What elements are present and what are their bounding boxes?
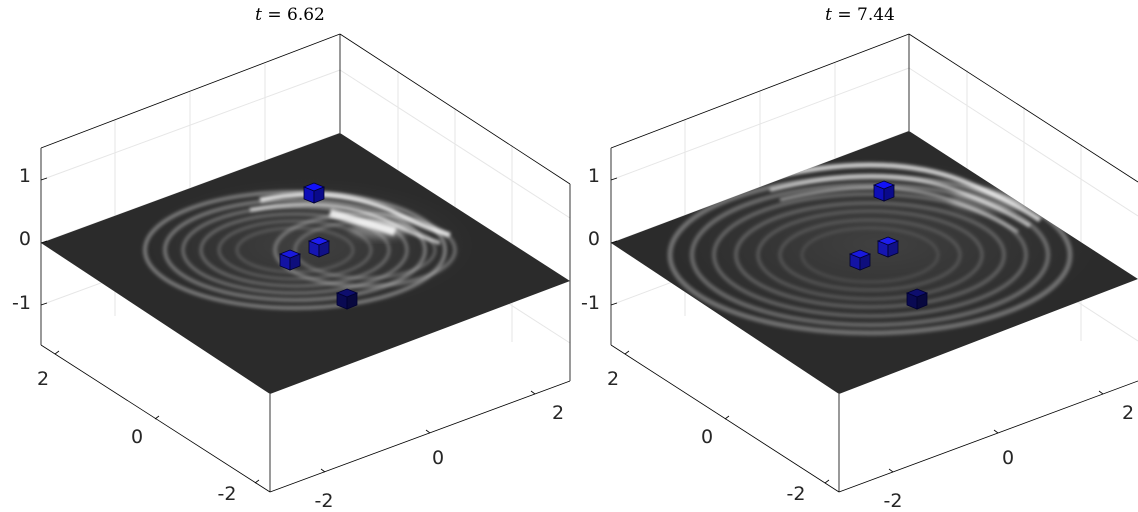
y-tick-label: -2 (218, 483, 237, 505)
cube (302, 182, 326, 204)
z-tick-label: 0 (588, 228, 600, 250)
cube (278, 249, 302, 271)
wave-plane (41, 133, 570, 394)
x-tick-label: 2 (1122, 402, 1134, 424)
x-tick-label: -2 (315, 490, 334, 512)
cube-right-face (346, 292, 358, 310)
z-tick-label: -1 (12, 292, 31, 314)
panel-title: t = 6.62 (255, 5, 325, 25)
title-value: 7.44 (857, 5, 895, 25)
cube (876, 236, 900, 258)
x-axis-labels: -2 0 2 (315, 402, 565, 512)
y-tick-label: -2 (787, 483, 806, 505)
axis-ticks (610, 177, 1104, 484)
z-tick-label: 1 (588, 165, 600, 187)
panel-left: t = 6.62 (12, 5, 571, 512)
cube-right-face (883, 184, 895, 202)
z-tick-label: 0 (19, 228, 31, 250)
x-tick-label: 0 (1002, 447, 1014, 469)
panel-title: t = 7.44 (825, 5, 895, 25)
cube-right-face (289, 253, 301, 271)
wave-plane (611, 131, 1138, 394)
cubes (278, 182, 359, 310)
x-tick-label: 0 (432, 447, 444, 469)
cube-right-face (887, 240, 899, 258)
z-tick-label: -1 (581, 292, 600, 314)
z-axis-labels: 1 0 -1 (581, 165, 600, 314)
cubes (848, 180, 929, 310)
y-tick-label: 0 (701, 426, 713, 448)
box-back-edges (40, 33, 571, 381)
cube-right-face (313, 186, 325, 204)
y-tick-label: 2 (37, 368, 49, 390)
x-tick-label: 2 (552, 402, 564, 424)
y-tick-label: 2 (607, 368, 619, 390)
title-equals: = (832, 5, 857, 25)
cube-right-face (318, 240, 330, 258)
cube-right-face (859, 253, 871, 271)
x-axis-labels: -2 0 2 (884, 402, 1135, 512)
cube (335, 288, 359, 310)
axis-ticks (40, 177, 536, 484)
z-tick-label: 1 (19, 165, 31, 187)
cube (307, 236, 331, 258)
panel-right: t = 7.44 (581, 5, 1138, 512)
y-axis-labels: 2 0 -2 (607, 368, 806, 505)
box-back-edges (610, 33, 1138, 345)
cube (848, 249, 872, 271)
x-tick-label: -2 (884, 490, 903, 512)
z-axis-labels: 1 0 -1 (12, 165, 31, 314)
title-equals: = (262, 5, 287, 25)
cube (905, 288, 929, 310)
y-tick-label: 0 (131, 426, 143, 448)
title-variable: t (255, 5, 262, 25)
y-axis-labels: 2 0 -2 (37, 368, 237, 505)
cube (872, 180, 896, 202)
title-value: 6.62 (287, 5, 325, 25)
cube-right-face (916, 292, 928, 310)
title-variable: t (825, 5, 832, 25)
wave-rings (143, 190, 457, 310)
